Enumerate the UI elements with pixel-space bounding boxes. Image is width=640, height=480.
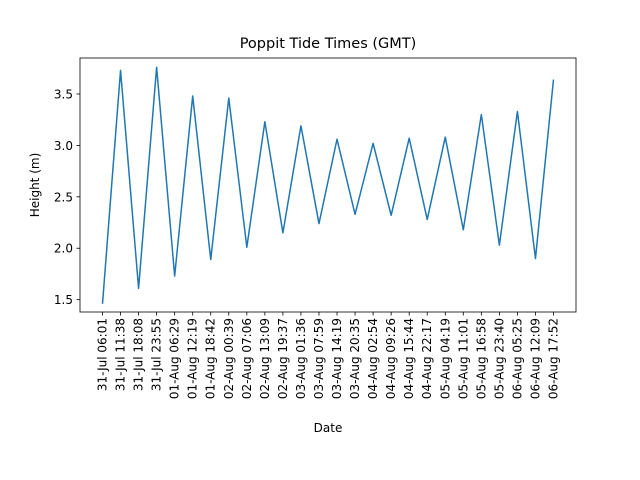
x-tick-label: 03-Aug 07:59	[312, 318, 326, 399]
x-tick-label: 31-Jul 23:55	[150, 318, 164, 391]
x-tick-label: 02-Aug 00:39	[222, 318, 236, 399]
plot-area	[79, 57, 577, 313]
x-tick-label: 31-Jul 11:38	[114, 318, 128, 391]
x-axis-label: Date	[314, 421, 343, 435]
x-tick-label: 05-Aug 04:19	[438, 318, 452, 399]
x-tick-label: 03-Aug 01:36	[294, 318, 308, 399]
x-axis-ticks: 31-Jul 06:01 31-Jul 11:38 31-Jul 18:08 31-J…	[96, 312, 561, 399]
y-axis-label: Height (m)	[28, 153, 42, 218]
x-tick-label: 05-Aug 16:58	[474, 318, 488, 399]
x-tick-label: 06-Aug 17:52	[547, 318, 561, 399]
x-tick-label: 01-Aug 12:19	[186, 318, 200, 399]
tide-height-line	[101, 66, 555, 304]
x-tick-label: 03-Aug 14:19	[330, 318, 344, 399]
x-tick-label: 01-Aug 06:29	[168, 318, 182, 399]
x-tick-label: 04-Aug 22:17	[420, 318, 434, 399]
x-tick-label: 02-Aug 13:09	[258, 318, 272, 399]
x-tick-label: 03-Aug 20:35	[348, 318, 362, 399]
x-tick-label: 31-Jul 06:01	[96, 318, 110, 391]
x-tick-label: 05-Aug 23:40	[492, 318, 506, 399]
y-tick-label: 2.5	[54, 190, 73, 204]
x-tick-label: 31-Jul 18:08	[132, 318, 146, 391]
x-tick-label: 02-Aug 07:06	[240, 318, 254, 399]
x-tick-label: 04-Aug 02:54	[366, 318, 380, 399]
y-tick-label: 3.5	[54, 87, 73, 101]
x-tick-label: 06-Aug 05:25	[510, 318, 524, 399]
y-tick-label: 2.0	[54, 242, 73, 256]
x-tick-label: 02-Aug 19:37	[276, 318, 290, 399]
axes-frame	[79, 57, 577, 313]
y-tick-label: 1.5	[54, 293, 73, 307]
x-tick-label: 04-Aug 09:26	[384, 318, 398, 399]
y-tick-label: 3.0	[54, 139, 73, 153]
x-tick-label: 06-Aug 12:09	[528, 318, 542, 399]
chart-title: Poppit Tide Times (GMT)	[240, 36, 417, 52]
x-tick-label: 01-Aug 18:42	[204, 318, 218, 399]
y-axis-ticks: 1.5 2.0 2.5 3.0 3.5	[54, 87, 80, 307]
x-tick-label: 04-Aug 15:44	[402, 318, 416, 399]
x-tick-label: 05-Aug 11:01	[456, 318, 470, 399]
